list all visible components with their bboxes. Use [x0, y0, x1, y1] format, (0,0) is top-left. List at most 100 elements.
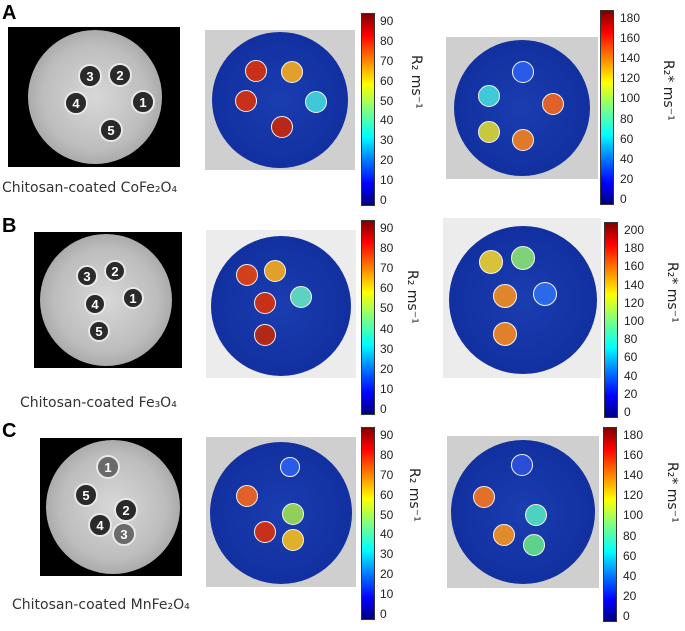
colorbar-tick-label: 140 — [620, 51, 641, 66]
spot-cyan — [525, 504, 547, 526]
r2-colorbar-label-c: R₂ ms⁻¹ — [406, 468, 422, 522]
r2-map-b — [206, 230, 356, 378]
r2-colorbar-c — [361, 427, 375, 620]
colorbar-tick-label: 50 — [380, 93, 394, 108]
r2star-colorbar-label-a: R₂* ms⁻¹ — [660, 60, 676, 121]
spot-green — [511, 246, 535, 270]
colorbar-tick-label: 60 — [380, 281, 394, 296]
colorbar-tick-label: 90 — [380, 221, 394, 235]
spot-green — [282, 503, 304, 525]
colorbar-tick-label: 180 — [620, 11, 641, 25]
vial-label: 5 — [88, 320, 110, 342]
vial-label: 5 — [99, 118, 123, 142]
map-disc — [212, 32, 348, 168]
colorbar-tick-label: 10 — [380, 587, 394, 602]
spot-yellow — [478, 121, 500, 143]
colorbar-tick-label: 70 — [380, 467, 394, 482]
vial-label: 2 — [108, 63, 132, 87]
colorbar-tick-label: 20 — [624, 386, 638, 401]
map-disc — [211, 236, 351, 376]
colorbar-tick-label: 180 — [624, 241, 645, 256]
colorbar-tick-label: 140 — [624, 277, 645, 292]
colorbar-tick-label: 30 — [380, 547, 394, 562]
spot-orange — [281, 61, 303, 83]
colorbar-tick-label: 0 — [623, 609, 630, 623]
spot-orange — [542, 93, 564, 115]
colorbar-tick-label: 60 — [623, 548, 637, 563]
colorbar-tick-label: 20 — [620, 171, 634, 186]
r2-colorbar-b — [361, 220, 375, 415]
colorbar-tick-label: 180 — [623, 428, 644, 442]
colorbar-tick-label: 90 — [380, 428, 394, 442]
r2-map-c — [206, 437, 356, 587]
vial-label: 5 — [74, 483, 98, 507]
colorbar-tick-label: 120 — [620, 71, 641, 86]
colorbar-tick-label: 160 — [620, 31, 641, 46]
caption-c: Chitosan-coated MnFe₂O₄ — [12, 597, 190, 613]
vial-label: 4 — [64, 91, 88, 115]
spot-blue — [512, 61, 534, 83]
colorbar-tick-label: 60 — [624, 350, 638, 365]
colorbar-tick-label: 20 — [380, 361, 394, 376]
colorbar-tick-label: 100 — [623, 508, 644, 523]
spot-blue — [280, 457, 300, 477]
spot-green — [523, 534, 545, 556]
r2-colorbar-label-b: R₂ ms⁻¹ — [404, 270, 420, 324]
colorbar-tick-label: 160 — [623, 448, 644, 463]
colorbar-tick-label: 40 — [380, 113, 394, 128]
colorbar-tick-label: 120 — [623, 488, 644, 503]
colorbar-tick-label: 0 — [380, 607, 387, 621]
vial-label: 4 — [84, 293, 106, 315]
vial-label: 3 — [112, 522, 136, 546]
r2-map-a — [205, 30, 355, 170]
mri-image-c: 1 5 2 4 3 — [40, 438, 182, 576]
spot-orange — [236, 485, 258, 507]
colorbar-tick-label: 10 — [380, 173, 394, 188]
colorbar-tick-label: 40 — [623, 568, 637, 583]
colorbar-tick-label: 60 — [380, 487, 394, 502]
r2star-colorbar-a — [600, 10, 614, 205]
colorbar-tick-label: 50 — [380, 507, 394, 522]
spot-cyan — [478, 85, 500, 107]
colorbar-tick-label: 50 — [380, 301, 394, 316]
spot-red — [236, 264, 258, 286]
panel-letter-b: B — [2, 215, 17, 237]
colorbar-tick-label: 120 — [624, 295, 645, 310]
spot-yellow — [282, 529, 304, 551]
colorbar-tick-label: 200 — [624, 223, 645, 237]
colorbar-tick-label: 80 — [380, 241, 394, 256]
colorbar-tick-label: 30 — [380, 341, 394, 356]
vial-label: 2 — [104, 260, 126, 282]
vial-label: 2 — [114, 498, 138, 522]
colorbar-tick-label: 40 — [620, 151, 634, 166]
mri-image-a: 3 2 4 1 5 — [8, 27, 180, 167]
colorbar-tick-label: 90 — [380, 14, 394, 28]
colorbar-tick-label: 40 — [380, 527, 394, 542]
vial-label: 1 — [131, 90, 155, 114]
colorbar-tick-label: 80 — [620, 111, 634, 126]
colorbar-tick-label: 100 — [624, 314, 645, 328]
colorbar-tick-label: 80 — [380, 33, 394, 48]
colorbar-tick-label: 40 — [624, 368, 638, 383]
spot-cyan — [305, 91, 327, 113]
colorbar-tick-label: 40 — [380, 321, 394, 336]
colorbar-tick-label: 160 — [624, 259, 645, 274]
colorbar-tick-label: 70 — [380, 53, 394, 68]
mri-image-b: 3 2 4 1 5 — [34, 232, 182, 368]
r2-colorbar-label-a: R₂ ms⁻¹ — [408, 55, 424, 109]
spot-yellow — [479, 250, 503, 274]
colorbar-tick-label: 80 — [380, 447, 394, 462]
r2star-map-c — [447, 436, 599, 588]
vial-label: 4 — [88, 513, 112, 537]
colorbar-tick-label: 140 — [623, 468, 644, 483]
spot-red — [254, 521, 276, 543]
colorbar-tick-label: 0 — [380, 402, 387, 416]
colorbar-tick-label: 80 — [623, 528, 637, 543]
colorbar-tick-label: 60 — [620, 131, 634, 146]
caption-b: Chitosan-coated Fe₃O₄ — [20, 395, 177, 411]
spot-orange — [493, 284, 517, 308]
spot-orange — [493, 524, 515, 546]
vial-label: 3 — [78, 64, 102, 88]
colorbar-tick-label: 80 — [624, 332, 638, 347]
spot-orange — [493, 322, 517, 346]
